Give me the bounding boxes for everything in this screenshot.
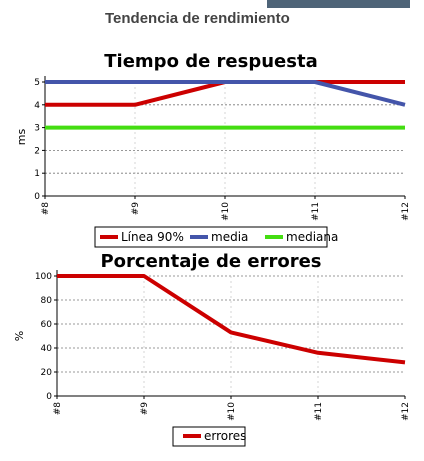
x-tick-label: #11 [311,202,321,221]
y-tick-label: 20 [41,368,53,378]
y-tick-label: 40 [41,344,53,354]
legend-label: media [211,230,248,244]
x-tick-label: #9 [131,202,141,216]
x-tick-label: #9 [140,402,150,416]
series-line [57,274,406,365]
x-ticks: #8 #9 #10 #11 #12 [41,202,411,221]
series-line [45,80,406,107]
legend-label: mediana [286,230,338,244]
legend-box [172,426,246,447]
legend-label: Línea 90% [121,230,184,244]
y-tick-label: 0 [34,192,40,202]
chart-response-time: Tiempo de respuesta ms 0 1 2 3 4 5 #8 #9 #10 #11… [15,51,411,248]
chart-title: Tiempo de respuesta [104,51,317,72]
chart-title: Porcentaje de errores [100,251,321,272]
y-ticks: 0 20 40 60 80 100 [35,272,52,402]
y-axis-label: ms [15,129,28,146]
legend-box [94,226,328,248]
y-tick-label: 80 [41,296,53,306]
x-tick-label: #12 [401,402,411,421]
axes [42,76,406,199]
x-tick-label: #8 [53,402,63,416]
y-axis-label: % [13,331,26,341]
page-title: Tendencia de rendimiento [105,10,290,27]
y-tick-label: 4 [34,101,40,111]
series-lines [45,80,406,130]
y-tick-label: 0 [46,392,52,402]
header-bar [267,0,410,8]
x-tick-label: #11 [314,402,324,421]
y-tick-label: 100 [35,272,52,282]
series-lines [57,274,406,365]
x-tick-label: #8 [41,202,51,216]
x-tick-label: #10 [221,202,231,221]
y-tick-label: 1 [34,169,40,179]
y-tick-label: 60 [41,320,53,330]
x-ticks: #8 #9 #10 #11 #12 [53,402,411,421]
y-tick-label: 3 [34,124,40,134]
legend-label: errores [204,429,246,443]
x-tick-label: #12 [401,202,411,221]
legend: Línea 90% media mediana [94,226,338,248]
y-tick-label: 5 [34,78,40,88]
y-tick-label: 2 [34,146,40,156]
y-ticks: 0 1 2 3 4 5 [34,78,40,202]
legend: errores [172,426,246,447]
grid [45,81,405,196]
grid [57,275,405,396]
x-tick-label: #10 [227,402,237,421]
axes [54,270,406,399]
